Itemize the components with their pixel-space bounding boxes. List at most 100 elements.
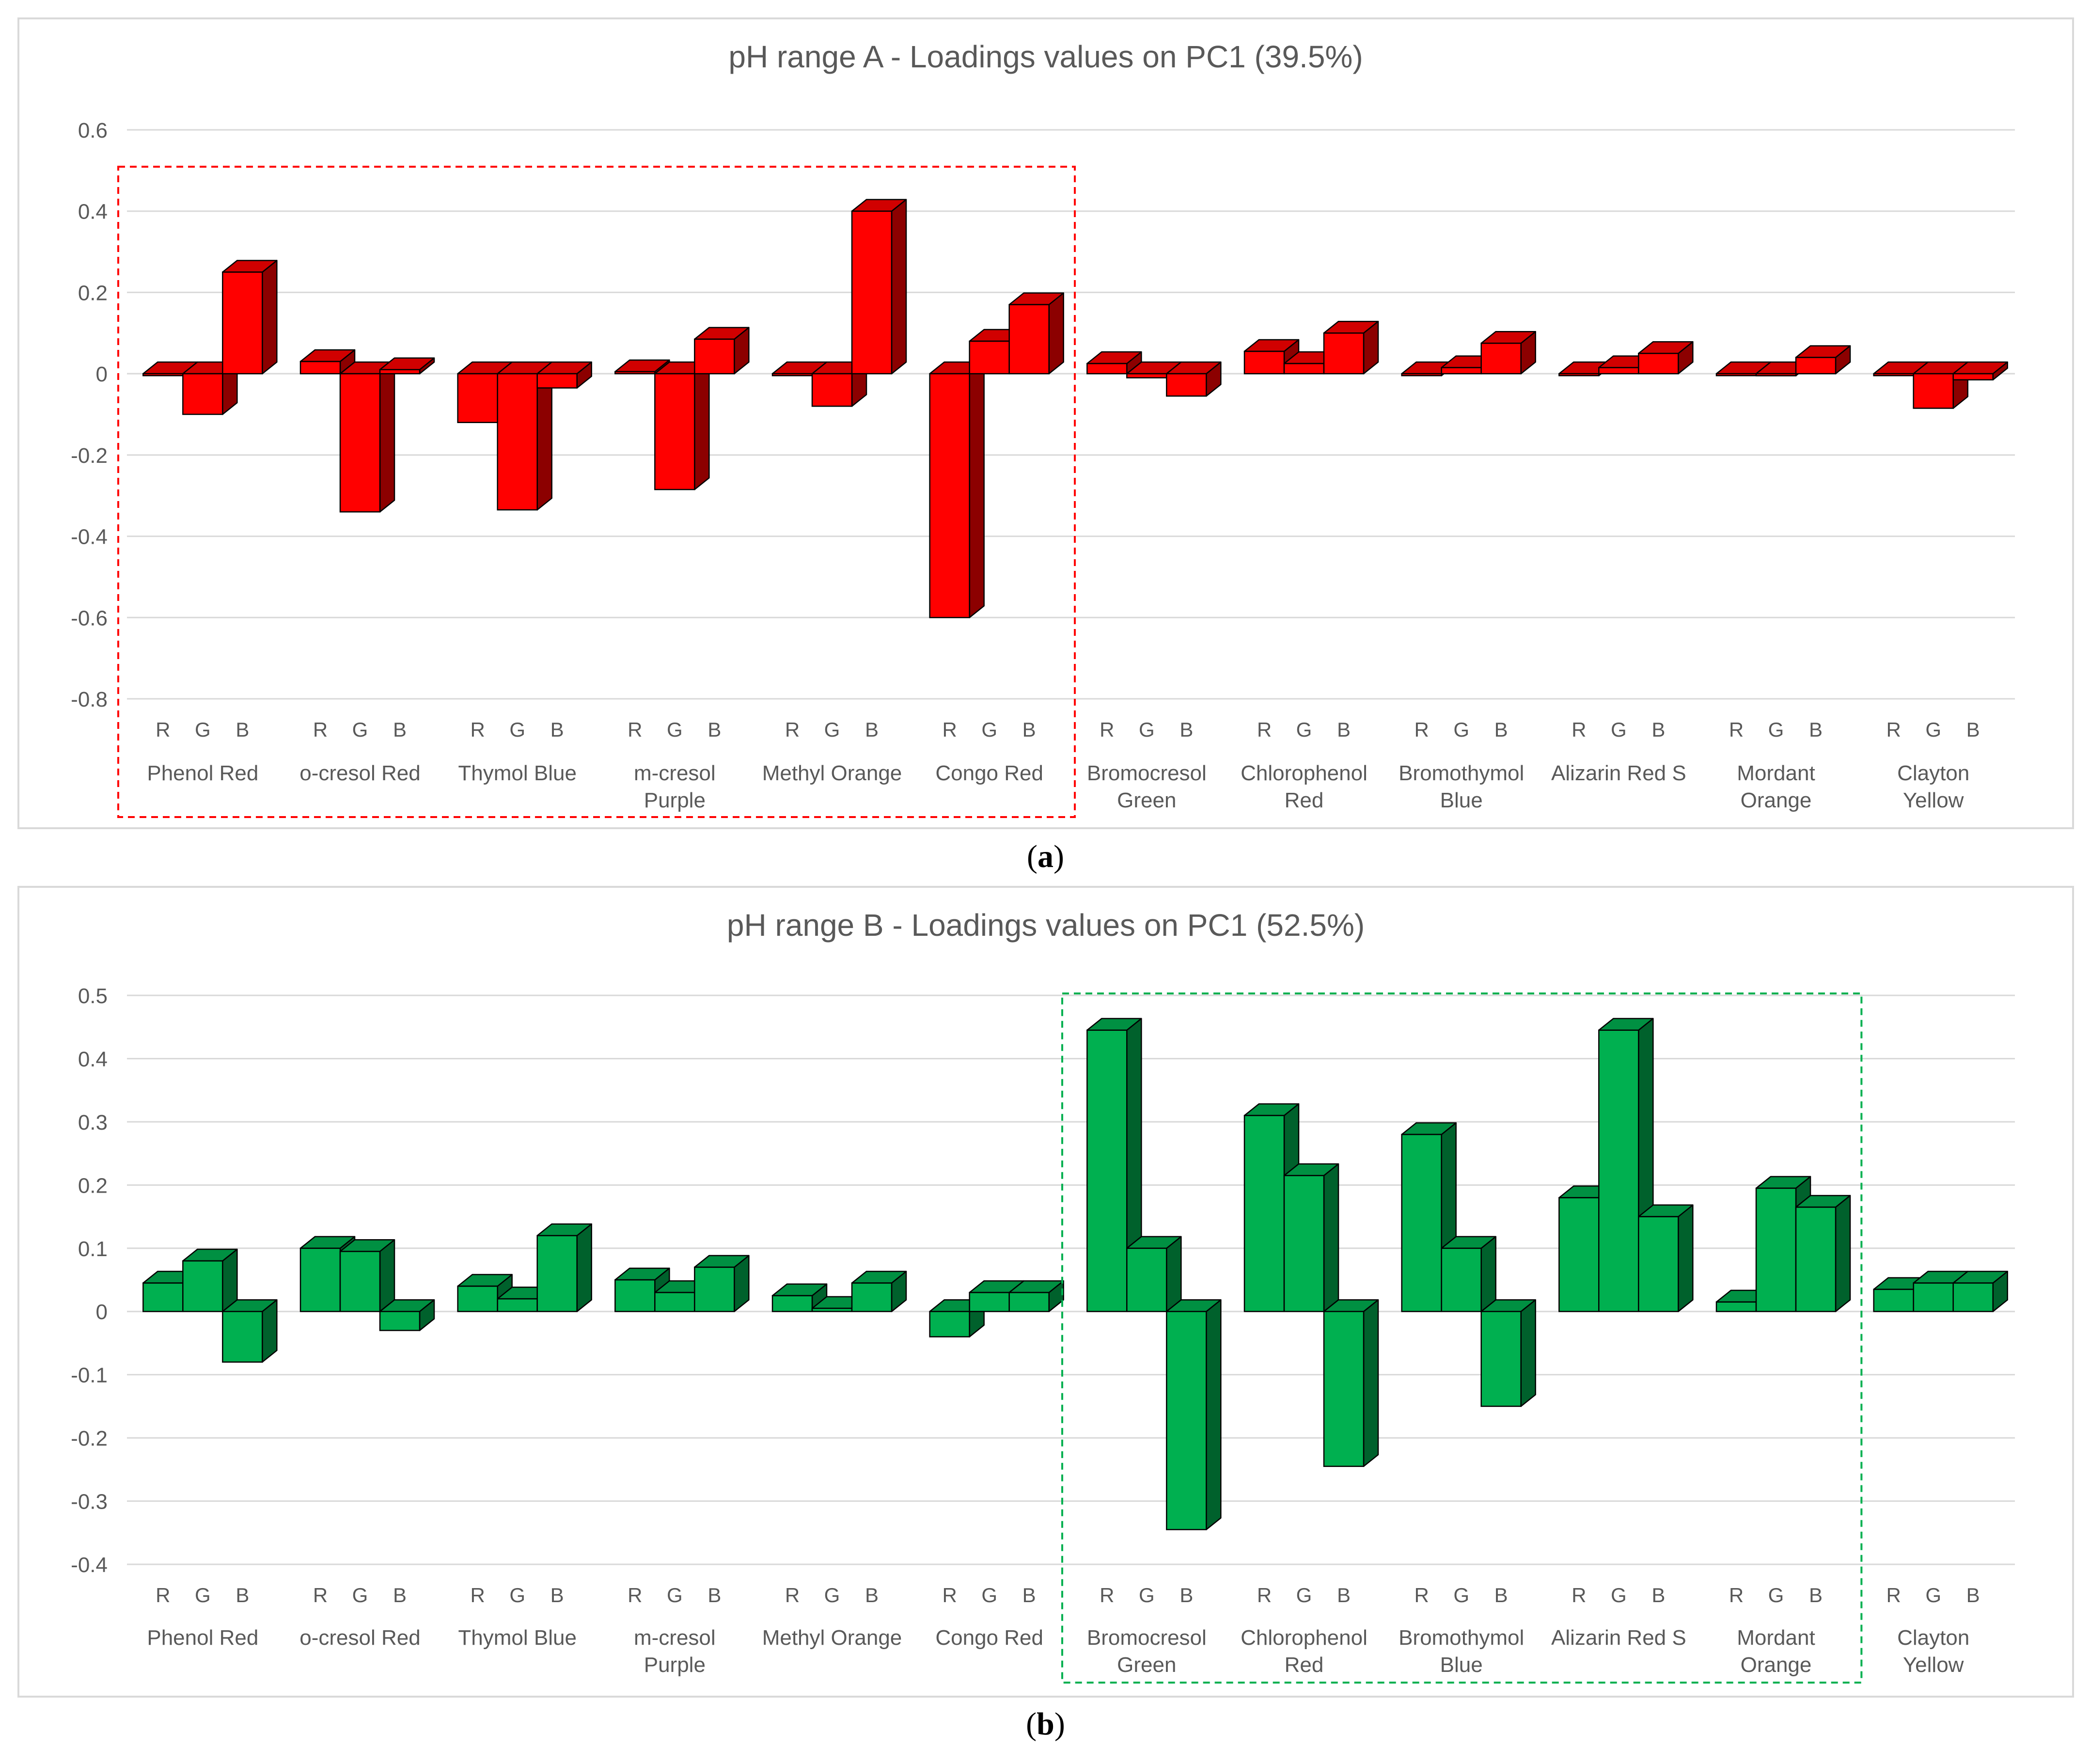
y-tick-label: 0.3 [78,1111,108,1134]
channel-label: G [1925,718,1941,741]
bar [339,1239,395,1312]
channel-label: B [865,1584,879,1606]
group-label: Alizarin Red S [1551,761,1686,785]
group-label: Phenol Red [147,761,258,785]
channel-label: B [550,1584,564,1606]
bar [299,349,356,375]
channel-label: R [313,718,328,741]
channel-label: B [1809,1584,1823,1606]
bar [1441,1236,1496,1312]
channel-label: R [1729,1584,1744,1606]
group-label: Methyl Orange [762,1626,902,1650]
channel-label: B [236,1584,249,1606]
y-tick-label: 0 [96,1300,108,1324]
bar [851,1271,907,1312]
highlight-box [117,166,1076,818]
bar [536,361,592,389]
group-label: o-cresol Red [299,761,420,785]
channel-label: B [1809,718,1823,741]
group-label: Red [1285,788,1324,812]
bar [1008,292,1064,375]
channel-label: R [1572,1584,1586,1606]
bar [1008,1280,1064,1312]
y-tick-label: 0.4 [78,200,108,224]
bar [929,361,985,618]
group-label: Alizarin Red S [1551,1626,1686,1650]
group-label: Bromocresol [1087,761,1207,785]
channel-label: G [352,1584,368,1606]
y-tick-label: 0.4 [78,1047,108,1071]
group-label: o-cresol Red [299,1626,420,1650]
y-tick-label: 0.6 [78,119,108,142]
bar [182,1248,238,1312]
channel-label: R [1414,1584,1429,1606]
bar [1086,1018,1142,1312]
bar [536,1223,592,1312]
group-label: m-cresol [634,761,716,785]
bar [1795,345,1851,375]
channel-label: B [1022,718,1036,741]
bar [1126,1236,1182,1312]
channel-label: G [509,718,525,741]
channel-label: G [824,718,840,741]
channel-label: B [1337,718,1351,741]
chart-title: pH range B - Loadings values on PC1 (52.… [726,908,1365,943]
bar [654,361,710,490]
group-label: Green [1117,788,1176,812]
channel-label: G [352,718,368,741]
bar [1166,1299,1222,1530]
bar [1795,1195,1851,1312]
bar [1086,351,1142,375]
channel-label: R [1100,1584,1114,1606]
channel-label: B [1651,718,1665,741]
y-tick-label: -0.6 [71,606,108,630]
channel-label: G [981,718,997,741]
bar [694,1255,750,1312]
y-tick-label: 0.1 [78,1237,108,1261]
bar [1638,1204,1694,1312]
bar [379,1299,435,1331]
group-label: Green [1117,1653,1176,1677]
channel-label: B [1966,718,1980,741]
channel-label: R [1257,718,1272,741]
group-label: Blue [1440,788,1483,812]
y-tick-label: -0.4 [71,525,108,549]
y-tick-label: -0.1 [71,1364,108,1387]
bar [614,359,670,375]
highlight-box [1061,992,1863,1684]
channel-label: G [667,1584,683,1606]
group-label: Chlorophenol [1241,1626,1368,1650]
channel-label: G [1768,1584,1784,1606]
bar [1480,1299,1536,1407]
y-tick-label: -0.2 [71,444,108,468]
channel-label: R [942,1584,957,1606]
channel-label: R [156,718,170,741]
channel-label: R [942,718,957,741]
group-label: m-cresol [634,1626,716,1650]
chart-panel-b: pH range B - Loadings values on PC1 (52.… [17,886,2074,1698]
y-tick-label: 0 [96,362,108,386]
group-label: Congo Red [935,1626,1043,1650]
channel-label: R [1886,718,1901,741]
channel-label: B [707,1584,721,1606]
channel-label: R [470,718,485,741]
channel-label: G [981,1584,997,1606]
bar [339,361,395,513]
bar [1323,1299,1379,1467]
bar [1952,361,2008,380]
group-label: Yellow [1903,1653,1964,1677]
y-tick-label: 0.2 [78,1174,108,1197]
channel-label: B [393,1584,407,1606]
channel-label: G [1453,718,1469,741]
caption-a: (a) [1027,839,1064,874]
group-label: Thymol Blue [458,1626,577,1650]
group-label: Orange [1741,1653,1812,1677]
chart-plot-a: -0.8 -0.6 -0.4 -0.2 0 0.2 0.4 0.6 R G B Phenol Red R… [71,119,2015,818]
bar [1480,331,1536,375]
channel-label: G [1139,718,1155,741]
bar [497,361,552,511]
group-label: Bromothymol [1399,1626,1524,1650]
channel-label: R [313,1584,328,1606]
group-label: Clayton [1897,761,1969,785]
bar [771,1283,828,1312]
